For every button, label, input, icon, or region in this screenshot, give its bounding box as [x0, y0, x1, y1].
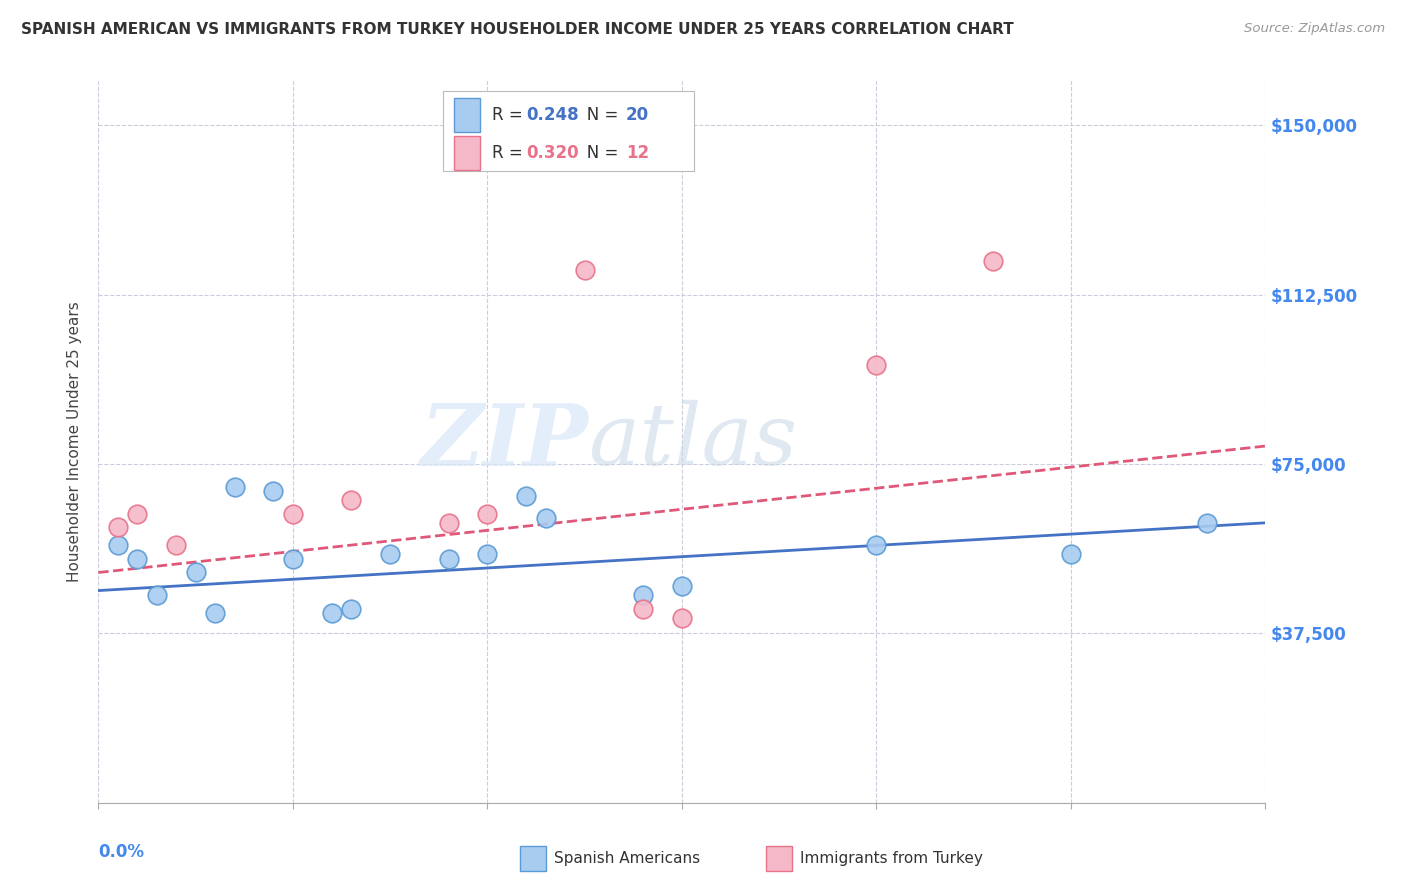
Text: ZIP: ZIP [420, 400, 589, 483]
Bar [454, 97, 479, 132]
Point [437, 516, 460, 530]
Point [380, 548, 402, 562]
Point [107, 520, 129, 534]
Point [184, 566, 207, 580]
Point [127, 507, 149, 521]
Point [1060, 548, 1083, 562]
Point [224, 480, 246, 494]
Point [146, 588, 169, 602]
Point [671, 610, 693, 624]
Point [262, 484, 284, 499]
Text: N =: N = [571, 145, 624, 162]
Text: atlas: atlas [589, 401, 797, 483]
Text: 0.248: 0.248 [527, 106, 579, 124]
Point [477, 548, 499, 562]
Point [165, 538, 187, 552]
Point [981, 253, 1004, 268]
Point [127, 552, 149, 566]
Text: SPANISH AMERICAN VS IMMIGRANTS FROM TURKEY HOUSEHOLDER INCOME UNDER 25 YEARS COR: SPANISH AMERICAN VS IMMIGRANTS FROM TURK… [21, 22, 1014, 37]
Point [204, 606, 226, 620]
Point [340, 601, 363, 615]
Text: R =: R = [492, 106, 527, 124]
Point [865, 358, 887, 372]
Point [340, 493, 363, 508]
Point [1197, 516, 1219, 530]
Text: Source: ZipAtlas.com: Source: ZipAtlas.com [1244, 22, 1385, 36]
Point [281, 507, 304, 521]
Point [437, 552, 460, 566]
Point [321, 606, 343, 620]
Point [631, 601, 654, 615]
Point [574, 263, 596, 277]
Text: Spanish Americans: Spanish Americans [554, 851, 700, 865]
Point [631, 588, 654, 602]
Text: R =: R = [492, 145, 527, 162]
Point [671, 579, 693, 593]
Point [281, 552, 304, 566]
Text: 12: 12 [626, 145, 650, 162]
Point [515, 489, 537, 503]
Text: Immigrants from Turkey: Immigrants from Turkey [800, 851, 983, 865]
Point [477, 507, 499, 521]
Text: 20: 20 [626, 106, 650, 124]
Text: 0.0%: 0.0% [98, 843, 145, 861]
Point [865, 538, 887, 552]
Text: 0.320: 0.320 [527, 145, 579, 162]
Y-axis label: Householder Income Under 25 years: Householder Income Under 25 years [67, 301, 83, 582]
Point [107, 538, 129, 552]
Text: N =: N = [571, 106, 624, 124]
Point [534, 511, 557, 525]
Bar [454, 136, 479, 170]
Bar [443, 91, 693, 170]
